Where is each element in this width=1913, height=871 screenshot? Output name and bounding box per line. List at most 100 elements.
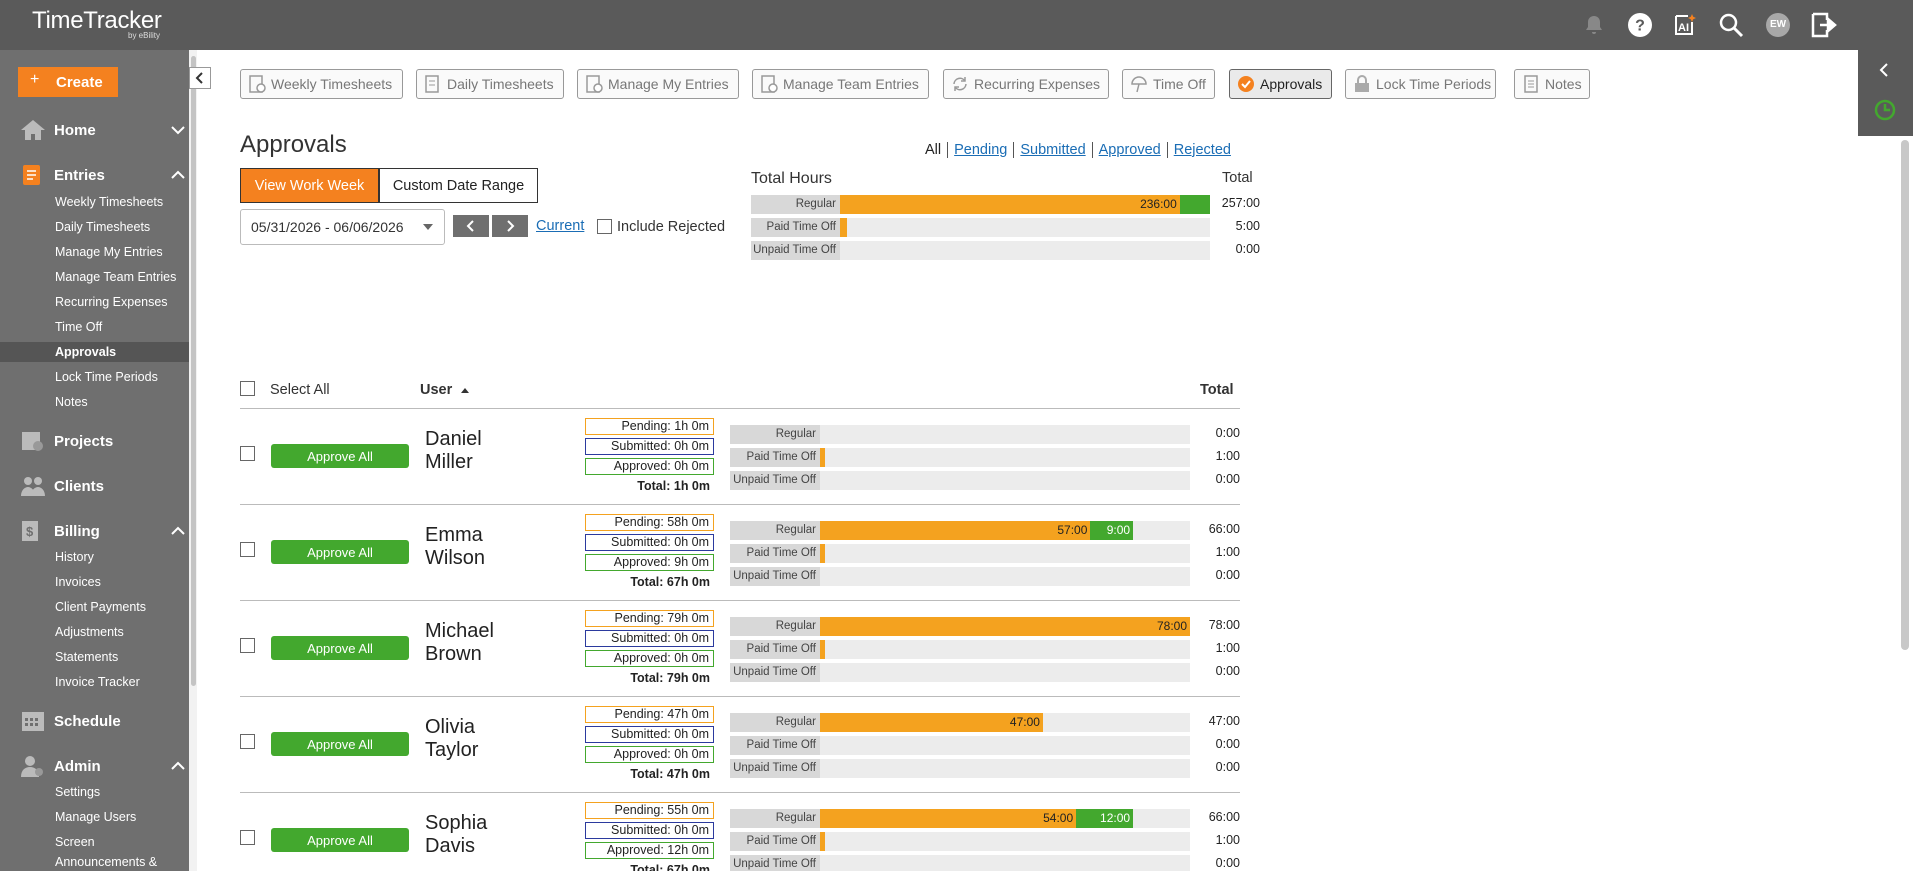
approve-all-button[interactable]: Approve All bbox=[271, 636, 409, 660]
user-name[interactable]: Olivia Taylor bbox=[425, 716, 479, 761]
user-name[interactable]: Sophia Davis bbox=[425, 812, 488, 857]
sidebar-item-adjustments[interactable]: Adjustments bbox=[55, 625, 124, 639]
filter-pending[interactable]: Pending bbox=[948, 142, 1015, 158]
user-row-checkbox[interactable] bbox=[240, 542, 255, 557]
tab-manage-my-entries[interactable]: Manage My Entries bbox=[577, 69, 739, 99]
sidebar-item-lock-time-periods[interactable]: Lock Time Periods bbox=[55, 370, 158, 384]
sidebar-item-weekly-timesheets[interactable]: Weekly Timesheets bbox=[55, 195, 164, 209]
user-row-checkbox[interactable] bbox=[240, 734, 255, 749]
bell-icon[interactable] bbox=[1579, 10, 1609, 40]
sidebar-item-invoice-tracker[interactable]: Invoice Tracker bbox=[55, 675, 140, 689]
sidebar-item-invoices[interactable]: Invoices bbox=[55, 575, 101, 589]
status-pending[interactable]: Pending: 55h 0m bbox=[585, 802, 714, 819]
sidebar-section-home[interactable]: Home bbox=[0, 115, 189, 145]
status-submitted[interactable]: Submitted: 0h 0m bbox=[585, 822, 714, 839]
user-name[interactable]: Daniel Miller bbox=[425, 428, 482, 473]
status-approved[interactable]: Approved: 0h 0m bbox=[585, 650, 714, 667]
bar-label: Unpaid Time Off bbox=[730, 855, 820, 871]
tab-approvals[interactable]: Approvals bbox=[1229, 69, 1332, 99]
status-submitted[interactable]: Submitted: 0h 0m bbox=[585, 534, 714, 551]
status-pending[interactable]: Pending: 47h 0m bbox=[585, 706, 714, 723]
app-logo[interactable]: TimeTracker bbox=[32, 7, 162, 34]
tab-notes[interactable]: Notes bbox=[1514, 69, 1590, 99]
sidebar-section-entries[interactable]: Entries bbox=[0, 160, 189, 190]
user-row-checkbox[interactable] bbox=[240, 446, 255, 461]
sidebar-section-billing[interactable]: $ Billing bbox=[0, 516, 189, 546]
previous-week-button[interactable] bbox=[453, 215, 489, 237]
status-pending[interactable]: Pending: 79h 0m bbox=[585, 610, 714, 627]
sidebar-item-announcements[interactable]: Announcements & bbox=[55, 855, 158, 869]
user-row-checkbox[interactable] bbox=[240, 830, 255, 845]
filter-approved[interactable]: Approved bbox=[1093, 142, 1168, 158]
filter-all[interactable]: All bbox=[919, 142, 949, 158]
bar-label: Regular bbox=[730, 809, 820, 828]
date-range-select[interactable]: 05/31/2026 - 06/06/2026 bbox=[240, 209, 445, 245]
create-button[interactable]: Create bbox=[18, 67, 118, 97]
user-total-unpaid-time-off: 0:00 bbox=[1215, 856, 1240, 870]
sidebar-item-statements[interactable]: Statements bbox=[55, 650, 119, 664]
sidebar-item-approvals[interactable]: Approvals bbox=[0, 342, 189, 362]
bar-label: Unpaid Time Off bbox=[730, 567, 820, 586]
user-avatar[interactable]: EW bbox=[1763, 10, 1793, 40]
tab-weekly-timesheets[interactable]: Weekly Timesheets bbox=[240, 69, 403, 99]
search-icon[interactable] bbox=[1716, 10, 1746, 40]
sidebar-item-screen[interactable]: Screen bbox=[55, 835, 95, 849]
sidebar-scrollbar-thumb[interactable] bbox=[191, 56, 196, 686]
sidebar-item-daily-timesheets[interactable]: Daily Timesheets bbox=[55, 220, 151, 234]
custom-date-range-button[interactable]: Custom Date Range bbox=[379, 168, 538, 203]
tab-lock-time-periods[interactable]: Lock Time Periods bbox=[1345, 69, 1496, 99]
user-row-checkbox[interactable] bbox=[240, 638, 255, 653]
status-submitted[interactable]: Submitted: 0h 0m bbox=[585, 438, 714, 455]
timer-icon[interactable] bbox=[1873, 98, 1897, 122]
next-week-button[interactable] bbox=[492, 215, 528, 237]
user-name[interactable]: Michael Brown bbox=[425, 620, 494, 665]
user-column-header[interactable]: User bbox=[420, 382, 470, 398]
current-week-link[interactable]: Current bbox=[536, 218, 585, 234]
tab-label: Notes bbox=[1545, 76, 1582, 92]
sidebar-section-clients[interactable]: Clients bbox=[0, 471, 189, 501]
status-pending[interactable]: Pending: 58h 0m bbox=[585, 514, 714, 531]
collapse-sidebar-button[interactable] bbox=[189, 67, 211, 89]
approve-all-button[interactable]: Approve All bbox=[271, 540, 409, 564]
help-icon[interactable]: ? bbox=[1625, 10, 1655, 40]
status-submitted[interactable]: Submitted: 0h 0m bbox=[585, 630, 714, 647]
page-scrollbar-thumb[interactable] bbox=[1901, 140, 1909, 650]
user-name[interactable]: Emma Wilson bbox=[425, 524, 486, 569]
status-pending[interactable]: Pending: 1h 0m bbox=[585, 418, 714, 435]
logout-icon[interactable] bbox=[1809, 10, 1839, 40]
status-submitted[interactable]: Submitted: 0h 0m bbox=[585, 726, 714, 743]
status-approved[interactable]: Approved: 9h 0m bbox=[585, 554, 714, 571]
beach-umbrella-icon bbox=[1131, 76, 1147, 93]
approve-all-button[interactable]: Approve All bbox=[271, 444, 409, 468]
recurring-icon bbox=[953, 77, 967, 91]
sidebar-item-settings[interactable]: Settings bbox=[55, 785, 101, 799]
include-rejected-checkbox[interactable] bbox=[597, 219, 612, 234]
sidebar-item-client-payments[interactable]: Client Payments bbox=[55, 600, 147, 614]
sidebar-item-recurring-expenses[interactable]: Recurring Expenses bbox=[55, 295, 168, 309]
chevron-left-icon[interactable] bbox=[1876, 62, 1892, 78]
ai-assistant-icon[interactable]: AI bbox=[1670, 10, 1700, 40]
tab-recurring-expenses[interactable]: Recurring Expenses bbox=[943, 69, 1109, 99]
sidebar-item-notes[interactable]: Notes bbox=[55, 395, 88, 409]
sidebar-section-projects[interactable]: Projects bbox=[0, 426, 189, 456]
approve-all-button[interactable]: Approve All bbox=[271, 732, 409, 756]
select-all-checkbox[interactable] bbox=[240, 381, 255, 396]
sidebar-section-admin[interactable]: Admin bbox=[0, 751, 189, 781]
tab-time-off[interactable]: Time Off bbox=[1122, 69, 1215, 99]
filter-submitted[interactable]: Submitted bbox=[1014, 142, 1093, 158]
sidebar-item-history[interactable]: History bbox=[55, 550, 94, 564]
sidebar-item-manage-team-entries[interactable]: Manage Team Entries bbox=[55, 270, 177, 284]
approve-all-button[interactable]: Approve All bbox=[271, 828, 409, 852]
status-approved[interactable]: Approved: 0h 0m bbox=[585, 746, 714, 763]
status-approved[interactable]: Approved: 0h 0m bbox=[585, 458, 714, 475]
filter-rejected[interactable]: Rejected bbox=[1173, 142, 1231, 158]
status-approved[interactable]: Approved: 12h 0m bbox=[585, 842, 714, 859]
bar-label: Unpaid Time Off bbox=[751, 241, 840, 260]
sidebar-item-time-off[interactable]: Time Off bbox=[55, 320, 103, 334]
tab-manage-team-entries[interactable]: Manage Team Entries bbox=[752, 69, 929, 99]
sidebar-item-manage-users[interactable]: Manage Users bbox=[55, 810, 137, 824]
tab-daily-timesheets[interactable]: Daily Timesheets bbox=[416, 69, 564, 99]
sidebar-item-manage-my-entries[interactable]: Manage My Entries bbox=[55, 245, 163, 259]
view-work-week-button[interactable]: View Work Week bbox=[240, 168, 379, 203]
sidebar-section-schedule[interactable]: Schedule bbox=[0, 706, 189, 736]
